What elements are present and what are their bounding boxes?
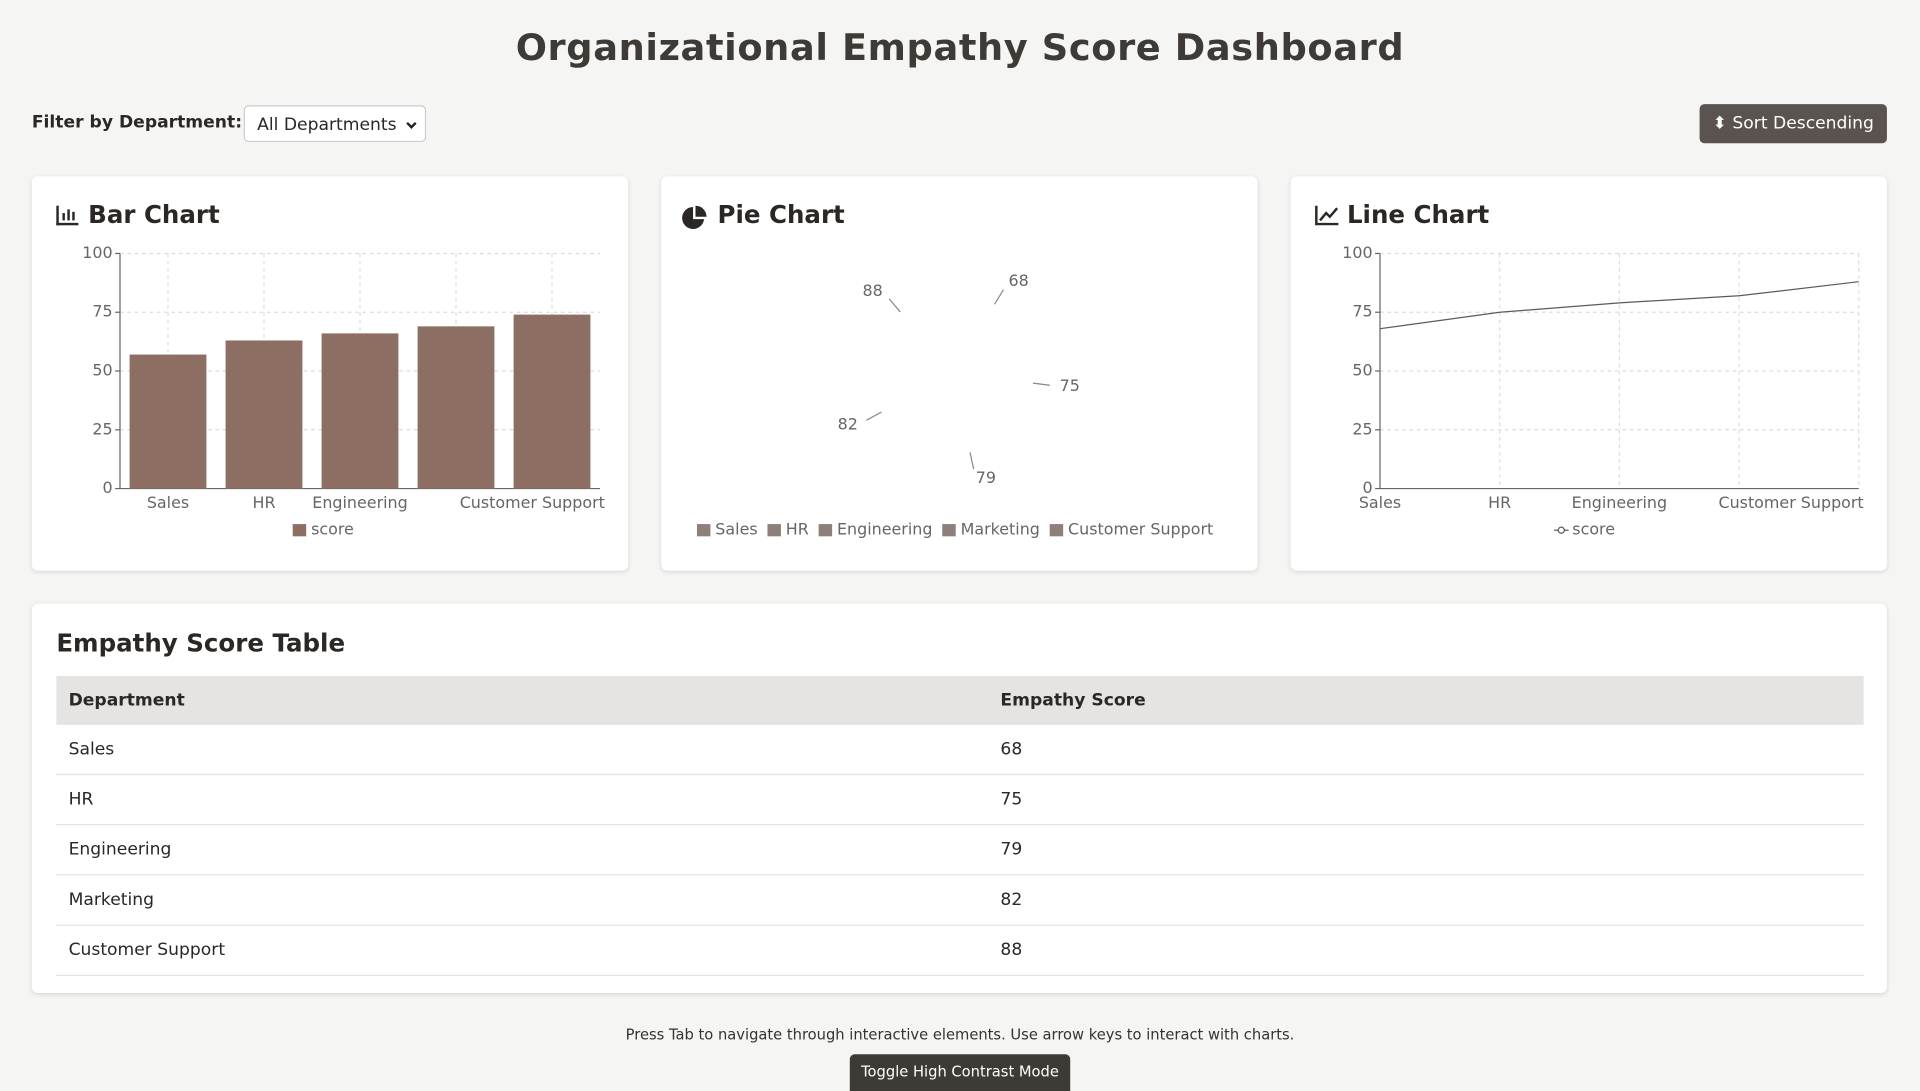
bar: [321, 333, 399, 489]
pie-label: 79: [976, 468, 996, 487]
x-tick-label: Sales: [147, 493, 189, 512]
y-tick-label: 50: [1352, 361, 1372, 380]
sort-icon: ⬍: [1712, 113, 1733, 134]
bar: [225, 340, 303, 489]
column-header: Empathy Score: [1000, 690, 1146, 711]
y-tick-label: 100: [82, 243, 112, 262]
legend-label: HR: [786, 520, 809, 539]
table-row: Marketing 82: [56, 876, 1864, 926]
y-tick-label: 0: [103, 478, 113, 497]
table-cell: HR: [68, 789, 94, 810]
score-table: Department Empathy Score Sales 68 HR 75 Engi…: [56, 675, 1864, 976]
legend-swatch: [818, 524, 833, 537]
legend: score: [292, 520, 354, 539]
legend-swatch: [1049, 524, 1064, 537]
y-tick-label: 75: [1352, 302, 1372, 321]
filter-label: Filter by Department:: [31, 112, 243, 133]
table-card: [31, 603, 1887, 994]
y-tick-label: 75: [92, 302, 112, 321]
pie-leader: [969, 452, 975, 470]
pie-label: 75: [1060, 376, 1080, 395]
line-card: [1290, 176, 1887, 571]
legend: Sales HR Engineering Marketing Customer Supp…: [696, 520, 1213, 539]
pie-label: 68: [1009, 271, 1029, 290]
table-header: Department Empathy Score: [56, 675, 1864, 725]
table-cell: 68: [1000, 739, 1023, 760]
legend-label: score: [1572, 520, 1615, 539]
table-cell: 82: [1000, 890, 1023, 910]
card-title: Line Chart: [1346, 199, 1490, 229]
x-tick-label: Engineering: [1572, 493, 1667, 512]
table-row: HR 75: [56, 775, 1864, 826]
y-tick-label: 100: [1342, 243, 1372, 262]
table-cell: Engineering: [68, 840, 172, 860]
pie-card: [661, 176, 1258, 571]
legend-swatch: [942, 524, 956, 537]
x-tick-label: Sales: [1359, 493, 1401, 512]
x-tick-label: Engineering: [312, 493, 407, 512]
x-tick-label: HR: [1488, 493, 1511, 512]
table-cell: Sales: [68, 739, 115, 760]
y-tick-label: 25: [92, 419, 112, 438]
bar: [513, 314, 591, 489]
pie-icon: [682, 205, 707, 229]
legend-marker: [1557, 526, 1565, 534]
legend-label: score: [311, 520, 354, 539]
x-tick-label: Customer Support: [460, 493, 605, 512]
pie-label: 82: [838, 414, 858, 433]
pie-leader: [866, 411, 882, 421]
pie-leader: [994, 289, 1004, 305]
y-tick-label: 50: [92, 361, 112, 380]
y-tick-label: 0: [1363, 478, 1373, 497]
pie-leader: [1032, 382, 1050, 386]
table-cell: 75: [1000, 789, 1023, 810]
table-cell: 79: [1000, 840, 1023, 860]
card-title: Bar Chart: [88, 199, 220, 229]
bar-icon: [56, 205, 79, 226]
table-cell: Marketing: [68, 890, 155, 910]
legend-swatch: [696, 524, 711, 537]
legend: score: [1553, 520, 1615, 539]
table-cell: 88: [1000, 940, 1023, 961]
table-row: Engineering 79: [56, 825, 1864, 876]
pie-leader: [888, 298, 901, 313]
line-series: [1379, 281, 1859, 330]
sort-button[interactable]: ⬍ Sort Descending: [1699, 104, 1887, 144]
pie-label: 88: [863, 281, 883, 300]
x-tick-label: HR: [252, 493, 275, 512]
x-tick-label: Customer Support: [1718, 493, 1863, 512]
sort-label: Sort Descending: [1732, 113, 1874, 134]
card-title: Pie Chart: [717, 199, 845, 229]
table-row: Customer Support 88: [56, 926, 1864, 976]
legend-swatch: [292, 524, 307, 537]
legend-swatch: [767, 524, 781, 537]
bar: [129, 354, 207, 489]
line-icon: [1315, 205, 1339, 226]
table-title: Empathy Score Table: [56, 628, 346, 658]
column-header: Department: [68, 690, 185, 711]
page-title: Organizational Empathy Score Dashboard: [515, 26, 1405, 70]
bar: [417, 326, 495, 489]
keyboard-hint: Press Tab to navigate through interactiv…: [625, 1026, 1295, 1044]
y-tick-label: 25: [1352, 419, 1372, 438]
department-select[interactable]: All Departments: [243, 105, 427, 143]
legend-label: Customer Support: [1068, 520, 1213, 539]
legend-label: Engineering: [837, 520, 932, 539]
legend-label: Sales: [715, 520, 757, 539]
table-cell: Customer Support: [68, 940, 226, 961]
legend-label: Marketing: [961, 520, 1040, 539]
table-row: Sales 68: [56, 725, 1864, 776]
